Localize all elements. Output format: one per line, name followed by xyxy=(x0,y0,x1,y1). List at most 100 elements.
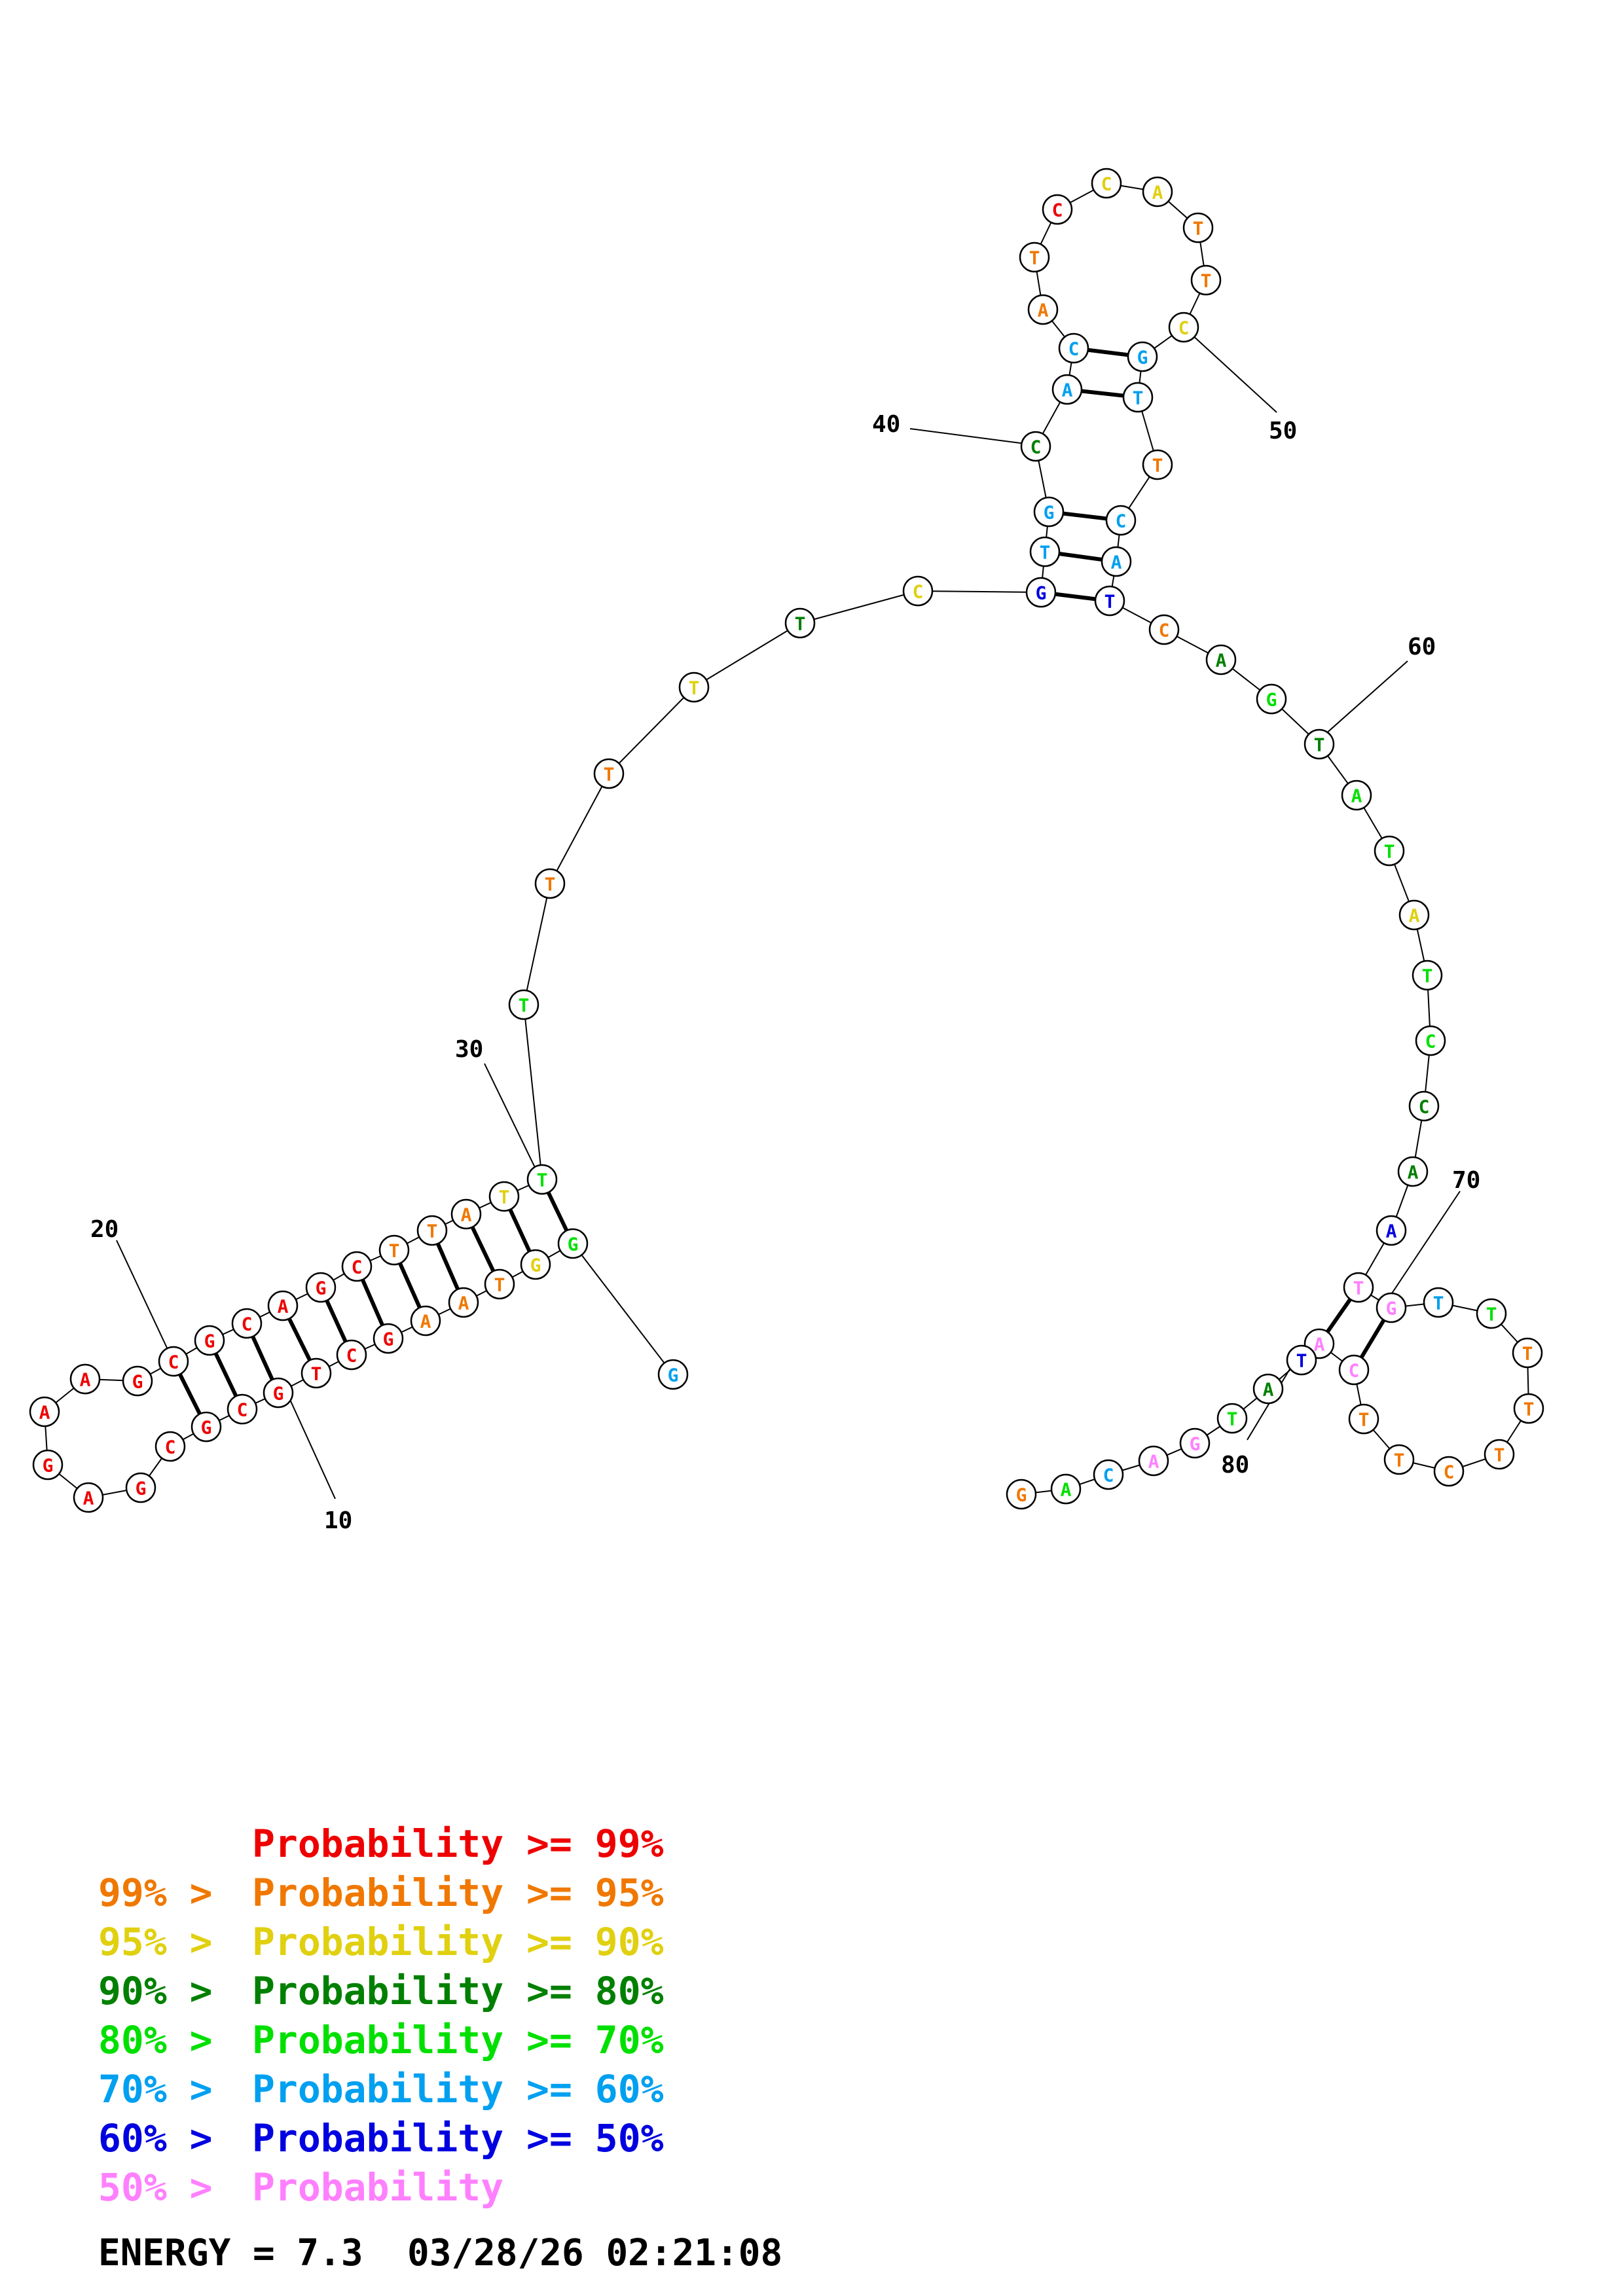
nucleotide-letter: C xyxy=(165,1437,176,1458)
nucleotide-31: T xyxy=(508,989,539,1020)
tick-50 xyxy=(1183,327,1277,413)
energy-footer: ENERGY = 7.3 03/28/26 02:21:08 xyxy=(98,2232,783,2274)
nucleotide-letter: A xyxy=(458,1293,469,1314)
nucleotide-circle xyxy=(194,1325,225,1356)
nucleotide-letter: C xyxy=(1425,1031,1436,1052)
nucleotide-circle xyxy=(1341,780,1372,811)
nucleotide-circle xyxy=(534,868,566,899)
nucleotide-letter: T xyxy=(1486,1304,1497,1325)
nucleotide-letter: A xyxy=(80,1369,91,1391)
nucleotide-letter: G xyxy=(273,1383,284,1405)
backbone-bond xyxy=(549,773,610,884)
nucleotide-circle xyxy=(29,1396,60,1427)
number-ticks: 10 20 30 40 50 60 70 80 xyxy=(90,327,1480,1534)
nucleotide-letter: A xyxy=(1386,1221,1397,1242)
nucleotide-circle xyxy=(1058,332,1089,364)
nucleotide-28: A xyxy=(450,1198,482,1230)
nucleotide-letter: T xyxy=(1494,1444,1505,1466)
nucleotide-circle xyxy=(1050,1473,1082,1505)
nucleotide-circle xyxy=(341,1251,373,1282)
nucleotide-letter: T xyxy=(1359,1409,1370,1431)
nucleotide-37: G xyxy=(1025,577,1057,608)
nucleotide-88: G xyxy=(1006,1479,1037,1510)
nucleotide-letter: T xyxy=(1394,1450,1405,1471)
nucleotide-3: G xyxy=(520,1249,551,1280)
nucleotide-84: G xyxy=(1179,1427,1211,1459)
nucleotide-circle xyxy=(450,1198,482,1230)
nucleotide-letter: G xyxy=(1137,347,1148,368)
nucleotide-letter: G xyxy=(568,1234,579,1255)
number-label-10: 10 xyxy=(324,1507,352,1534)
number-label-50: 50 xyxy=(1269,418,1297,444)
nucleotide-letter: G xyxy=(668,1365,679,1386)
nucleotide-letter: C xyxy=(242,1314,253,1335)
nucleotide-letter: T xyxy=(1227,1408,1238,1430)
nucleotide-letter: T xyxy=(1133,387,1144,409)
nucleotide-circle xyxy=(484,1268,515,1300)
nucleotide-17: A xyxy=(29,1396,60,1427)
nucleotide-circle xyxy=(410,1305,441,1336)
nucleotide-letter: T xyxy=(1522,1343,1533,1365)
nucleotide-letter: T xyxy=(545,874,556,895)
nucleotide-8: C xyxy=(336,1339,367,1371)
nucleotide-11: C xyxy=(227,1393,258,1425)
nucleotide-66: C xyxy=(1408,1090,1440,1122)
nucleotide-43: A xyxy=(1027,294,1059,325)
nucleotide-61: A xyxy=(1341,780,1372,811)
number-label-30: 30 xyxy=(455,1036,483,1063)
tick-60 xyxy=(1319,660,1408,740)
backbone-bond xyxy=(523,883,551,1005)
nucleotide-33: T xyxy=(593,758,625,789)
nucleotide-letter: C xyxy=(352,1257,363,1278)
nucleotide-circle xyxy=(1408,1090,1440,1122)
nucleotide-circle xyxy=(678,672,710,703)
nucleotide-circle xyxy=(267,1290,299,1321)
nucleotide-circle xyxy=(1252,1373,1284,1405)
nucleotide-letter: A xyxy=(1408,1162,1419,1183)
number-label-20: 20 xyxy=(90,1216,119,1243)
nucleotide-letter: G xyxy=(1036,583,1047,604)
nucleotide-50: C xyxy=(1168,312,1199,343)
legend-row: Probability >= 99% xyxy=(98,1820,664,1869)
nucleotide-48: T xyxy=(1182,212,1214,243)
nucleotide-letter: A xyxy=(420,1311,431,1333)
nucleotide-letter: C xyxy=(1419,1096,1430,1118)
nucleotide-circle xyxy=(1415,1025,1446,1056)
nucleotide-circle xyxy=(1484,1439,1515,1470)
nucleotide-circle xyxy=(526,1164,558,1195)
nucleotide-letter: G xyxy=(132,1371,143,1393)
nucleotide-76: C xyxy=(1433,1456,1465,1487)
nucleotide-circle xyxy=(122,1365,153,1397)
nucleotide-circle xyxy=(1374,835,1405,867)
nucleotide-letter: T xyxy=(1422,965,1433,987)
nucleotide-circle xyxy=(448,1287,479,1318)
nucleotide-56: T xyxy=(1094,585,1125,617)
nucleotide-64: T xyxy=(1412,960,1443,991)
nucleotide-circle xyxy=(1051,374,1083,405)
nucleotide-13: C xyxy=(155,1431,186,1462)
nucleotide-letter: C xyxy=(1101,173,1112,195)
legend-text: Probability xyxy=(252,2165,504,2210)
backbone-bond xyxy=(693,622,801,688)
nucleotide-81: T xyxy=(1286,1344,1317,1376)
backbone-bond xyxy=(608,687,695,774)
nucleotide-6: A xyxy=(410,1305,441,1336)
nucleotide-59: G xyxy=(1256,683,1287,715)
nucleotide-79: C xyxy=(1338,1354,1370,1386)
nucleotide-circle xyxy=(1304,728,1335,760)
nucleotide-letter: A xyxy=(1111,552,1122,573)
legend-row: 95% > Probability >= 90% xyxy=(98,1918,664,1967)
nucleotide-53: T xyxy=(1142,449,1173,480)
nucleotide-14: G xyxy=(125,1472,156,1503)
nucleotide-circle xyxy=(301,1357,332,1389)
nucleotide-letter: C xyxy=(1159,620,1170,641)
nucleotide-20: C xyxy=(158,1346,189,1377)
nucleotide-circle xyxy=(1348,1403,1379,1435)
backbone-bond xyxy=(917,590,1042,593)
nucleotide-44: T xyxy=(1019,242,1050,273)
nucleotide-circle xyxy=(1376,1292,1407,1323)
legend-text: Probability >= 99% xyxy=(252,1821,664,1866)
nucleotide-letter: T xyxy=(604,764,615,785)
nucleotide-82: A xyxy=(1252,1373,1284,1405)
